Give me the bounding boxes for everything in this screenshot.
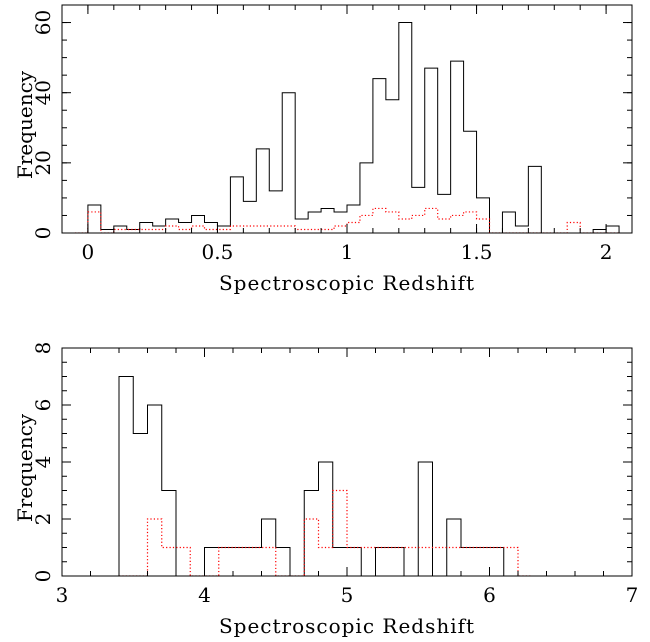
- x-tick-label: 1: [341, 240, 354, 264]
- x-tick-label: 1.5: [461, 240, 493, 264]
- x-tick-label: 3: [56, 583, 69, 607]
- x-axis-label: Spectroscopic Redshift: [219, 614, 475, 638]
- y-tick-label: 4: [31, 456, 55, 469]
- x-tick-label: 6: [483, 583, 496, 607]
- y-tick-label: 6: [31, 399, 55, 412]
- x-axis-label: Spectroscopic Redshift: [219, 271, 475, 295]
- y-tick-label: 60: [31, 10, 55, 35]
- plot-frame: [61, 4, 633, 234]
- x-tick-label: 7: [626, 583, 639, 607]
- histogram-series-dotted: [119, 489, 533, 576]
- histogram-series-solid: [118, 376, 518, 576]
- x-tick-label: 0: [82, 240, 95, 264]
- histogram-series-dotted: [74, 207, 620, 233]
- y-axis-label: Frequency: [13, 70, 37, 179]
- y-tick-label: 20: [31, 150, 55, 175]
- x-tick-label: 2: [600, 240, 613, 264]
- x-tick-label: 0.5: [202, 240, 234, 264]
- panel-2: 3 4 5 6 7 0 2 4 6 8 Spectroscopic Redshift Frequenc…: [13, 342, 638, 638]
- y-tick-label: 0: [31, 227, 55, 240]
- y-tick-label: 8: [31, 342, 55, 355]
- y-tick-label: 0: [31, 570, 55, 583]
- y-tick-label: 40: [31, 80, 55, 105]
- histogram-series-solid: [74, 22, 620, 233]
- y-tick-label: 2: [31, 513, 55, 526]
- x-tick-label: 5: [341, 583, 354, 607]
- y-axis-label: Frequency: [13, 413, 37, 522]
- x-tick-label: 4: [198, 583, 211, 607]
